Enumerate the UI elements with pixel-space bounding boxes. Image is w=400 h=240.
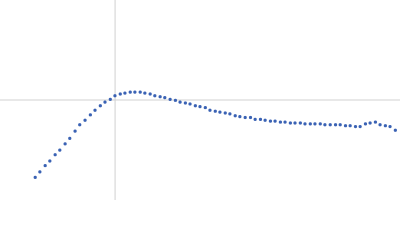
data-point — [318, 122, 322, 126]
data-point — [68, 136, 72, 140]
data-point — [303, 122, 307, 126]
data-point — [53, 153, 57, 157]
data-point — [38, 170, 42, 174]
data-point — [78, 123, 82, 127]
data-point — [173, 98, 178, 102]
data-point — [328, 123, 332, 127]
data-point — [203, 105, 207, 110]
data-point — [108, 97, 112, 102]
data-point — [353, 124, 358, 129]
data-point — [168, 97, 172, 102]
data-point — [158, 95, 162, 99]
data-point — [253, 117, 257, 121]
data-point — [313, 122, 317, 126]
data-point — [263, 118, 267, 122]
data-point — [73, 129, 77, 133]
data-point — [223, 111, 227, 115]
data-point — [358, 124, 362, 129]
data-point — [208, 108, 212, 112]
data-point — [278, 120, 282, 124]
data-point — [258, 117, 263, 121]
data-point — [183, 101, 187, 105]
data-point — [273, 119, 277, 123]
data-point — [198, 105, 202, 109]
data-point — [308, 122, 312, 126]
data-point — [298, 121, 302, 125]
data-point — [128, 90, 132, 94]
data-point — [113, 94, 117, 98]
data-point — [393, 128, 397, 132]
data-point — [93, 108, 97, 112]
data-point — [268, 119, 273, 123]
data-point — [63, 142, 67, 146]
data-point — [213, 109, 217, 113]
data-point — [388, 124, 392, 129]
data-point — [98, 104, 102, 108]
data-point — [373, 120, 378, 124]
data-point — [83, 118, 87, 122]
data-point — [348, 124, 352, 128]
data-point — [138, 90, 142, 94]
data-point — [103, 100, 107, 104]
data-point — [43, 163, 47, 168]
data-point — [368, 121, 372, 125]
data-point — [123, 91, 127, 95]
data-point — [378, 123, 382, 127]
data-point — [323, 123, 327, 127]
data-point — [88, 113, 92, 117]
data-point — [218, 110, 222, 114]
data-point — [233, 114, 237, 118]
data-point — [193, 104, 197, 108]
data-point — [188, 102, 192, 106]
data-point — [143, 91, 147, 95]
data-point — [133, 90, 137, 94]
data-point — [58, 148, 62, 152]
data-point — [118, 92, 122, 96]
data-point — [148, 92, 152, 96]
data-point — [343, 124, 348, 128]
data-point — [283, 120, 287, 124]
chart — [0, 0, 400, 200]
data-point — [33, 175, 37, 179]
data-point — [248, 115, 253, 120]
data-point — [333, 123, 338, 127]
data-point — [238, 115, 242, 119]
data-point — [228, 112, 232, 116]
data-point — [383, 124, 387, 128]
data-point — [163, 95, 167, 100]
data-point — [178, 100, 182, 104]
data-point — [243, 115, 247, 120]
data-point — [288, 121, 292, 125]
data-point — [293, 121, 297, 125]
data-point — [338, 123, 342, 127]
data-point — [363, 122, 368, 126]
data-point — [48, 159, 52, 163]
data-point — [153, 94, 157, 98]
